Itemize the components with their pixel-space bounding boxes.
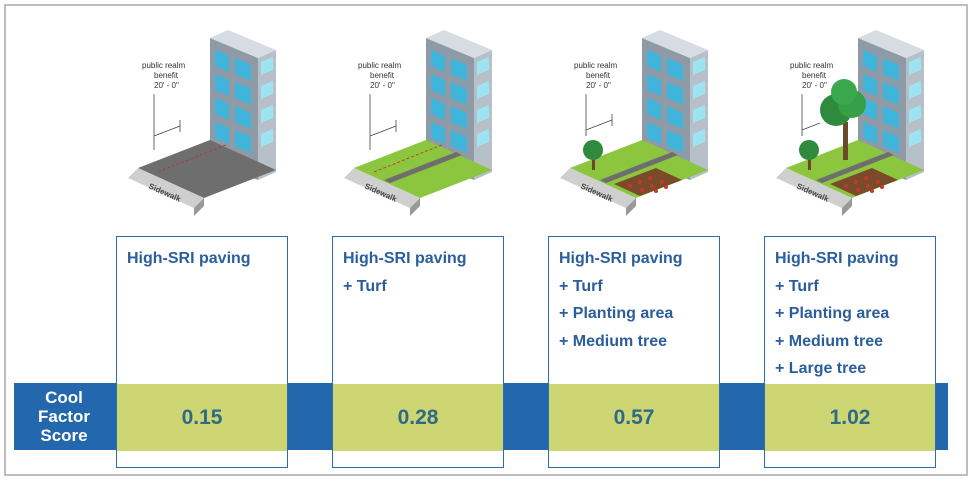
score-value: 1.02 [829,405,871,429]
annotation-line: public realm [142,61,185,70]
strategy-card-1: High-SRI paving 0.15 [116,236,288,468]
strategy-list: High-SRI paving [117,237,287,273]
strategy-item: + Medium tree [559,332,668,350]
illustration-1: Sidewalk public realm benefit 20' - 0" [98,10,288,220]
label-line-2: Factor [38,407,90,426]
strategy-item: + Planting area [559,305,674,322]
medium-tree [583,140,603,160]
strategy-list: High-SRI paving + Turf [333,237,503,300]
strategy-card-3: High-SRI paving + Turf + Planting area +… [548,236,720,468]
annotation-line: 20' - 0" [586,81,611,90]
score-value: 0.15 [181,405,223,429]
annotation-line: 20' - 0" [370,81,395,90]
score-box: 0.28 [333,384,503,451]
annotation-line: benefit [154,71,179,80]
score-box: 0.57 [549,384,719,451]
strategy-item: + Planting area [775,305,890,322]
illustration-2: Sidewalk public realm benefit 20' - 0" [314,10,504,220]
strategy-item: High-SRI paving [127,250,251,267]
label-line-1: Cool [45,388,83,407]
strategy-item: + Turf [343,277,387,295]
annotation-line: public realm [574,61,617,70]
annotation-line: public realm [790,61,833,70]
strategy-list: High-SRI paving + Turf + Planting area +… [765,237,935,383]
strategy-list: High-SRI paving + Turf + Planting area +… [549,237,719,355]
medium-tree [799,140,819,160]
strategy-card-4: High-SRI paving + Turf + Planting area +… [764,236,936,468]
strategy-item: + Large tree [775,360,867,377]
illustration-3: Sidewalk public realm benefit 20' - 0" [530,10,720,220]
strategy-item: High-SRI paving [343,250,467,267]
annotation-line: benefit [802,71,827,80]
label-line-3: Score [40,426,88,445]
strategy-item: + Medium tree [775,332,884,350]
cool-factor-score-label: Cool Factor Score [14,383,114,450]
strategy-item: + Turf [559,277,603,295]
strategy-item: + Turf [775,277,819,295]
strategy-card-2: High-SRI paving + Turf 0.28 [332,236,504,468]
score-box: 0.15 [117,384,287,451]
score-value: 0.57 [613,405,655,429]
score-value: 0.28 [397,405,439,429]
strategy-item: High-SRI paving [559,250,683,267]
annotation-line: 20' - 0" [802,81,827,90]
strategy-item: High-SRI paving [775,250,899,267]
score-box: 1.02 [765,384,935,451]
annotation-line: benefit [586,71,611,80]
annotation-line: benefit [370,71,395,80]
annotation-line: public realm [358,61,401,70]
planting-area [614,168,682,196]
planting-area [830,168,898,196]
annotation-line: 20' - 0" [154,81,179,90]
illustration-4: Sidewalk public realm benefit 20' - 0" [746,10,936,220]
figure-frame [4,4,968,476]
